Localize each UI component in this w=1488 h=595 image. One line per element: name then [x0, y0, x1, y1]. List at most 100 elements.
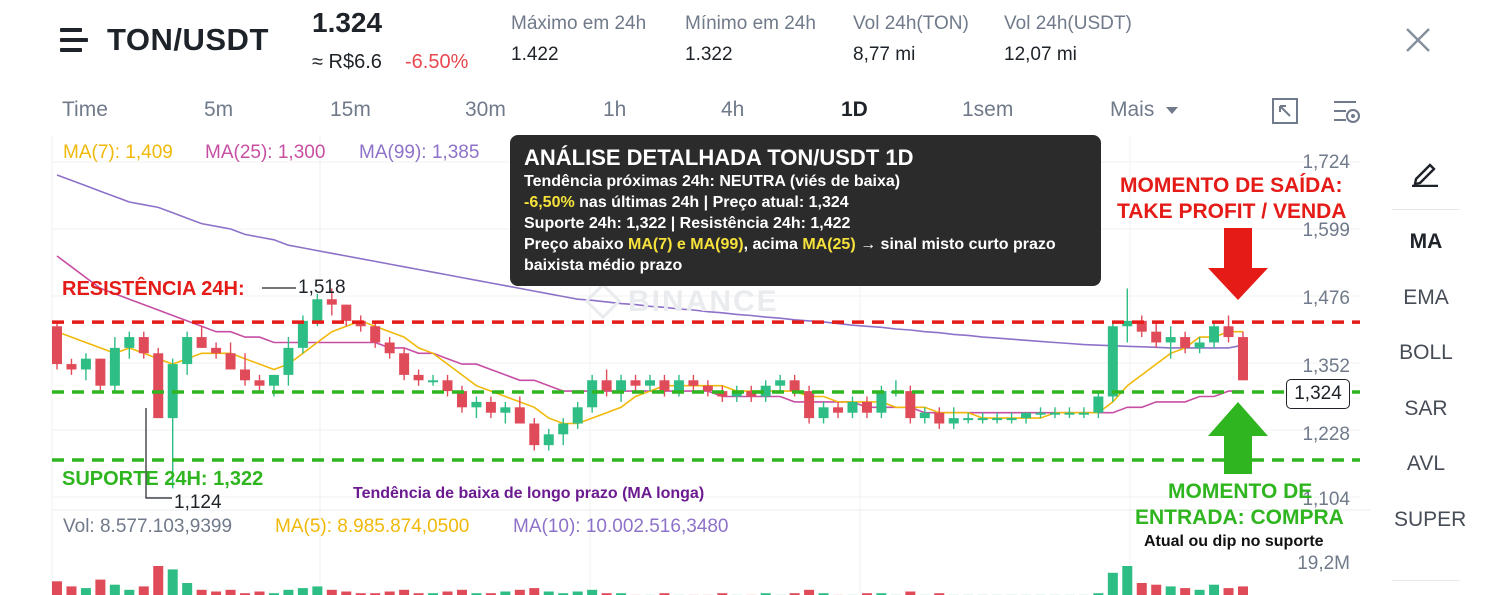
- pencil-icon[interactable]: [1410, 157, 1440, 188]
- candle-body: [645, 380, 655, 386]
- candle-body: [254, 380, 265, 386]
- tab-4h[interactable]: 4h: [721, 98, 745, 121]
- tooltip-line4-c: , acima: [743, 236, 803, 253]
- candle-body: [963, 418, 974, 421]
- candle-body: [1093, 396, 1104, 413]
- candle-body: [341, 304, 352, 321]
- volume-bar: [1107, 572, 1118, 595]
- tab-1sem[interactable]: 1sem: [962, 98, 1014, 121]
- volume-bar: [659, 593, 670, 595]
- volume-ma5: MA(5): 8.985.874,0500: [275, 516, 470, 537]
- indicator-sar[interactable]: SAR: [1404, 397, 1448, 420]
- indicator-avl[interactable]: AVL: [1406, 452, 1446, 475]
- volume-bar: [66, 586, 77, 595]
- y-tick-1: 1,724: [1302, 152, 1350, 173]
- volume-bar: [182, 583, 193, 595]
- volume-bar: [341, 591, 352, 595]
- indicator-ema[interactable]: EMA: [1403, 286, 1449, 309]
- volume-bar: [934, 593, 945, 595]
- candle-body: [138, 337, 149, 354]
- current-price-marker: 1,324: [1286, 379, 1350, 409]
- candle-body: [1078, 412, 1089, 415]
- candle-body: [485, 401, 496, 413]
- volume-bar: [240, 593, 251, 595]
- y-tick-4: 1,352: [1302, 356, 1350, 377]
- volume-bar: [558, 593, 569, 595]
- binance-watermark: BINANCE: [584, 282, 779, 320]
- tooltip-line2-rest: nas últimas 24h | Preço atual: 1,324: [574, 194, 849, 211]
- y-tick-5: 1,228: [1302, 424, 1350, 445]
- chart-settings-icon[interactable]: [1271, 97, 1299, 125]
- stat-label-high: Máximo em 24h: [511, 13, 647, 34]
- volume-bar: [471, 593, 482, 595]
- volume-bar: [153, 566, 164, 595]
- indicator-boll[interactable]: BOLL: [1399, 341, 1453, 364]
- tooltip-line4-e: → sinal misto curto prazo: [855, 236, 1056, 253]
- candle-body: [1238, 337, 1248, 381]
- candle-body: [876, 391, 887, 413]
- candle-body: [326, 299, 337, 305]
- candle-body: [1180, 337, 1191, 348]
- tooltip-line4-a: Preço abaixo: [524, 236, 629, 253]
- legend-ma99: MA(99): 1,385: [359, 142, 480, 163]
- tab-1d[interactable]: 1D: [841, 98, 868, 121]
- close-icon[interactable]: [1404, 26, 1432, 54]
- candle-body: [572, 407, 583, 424]
- indicator-settings-icon[interactable]: [1332, 97, 1362, 125]
- candle-body: [471, 401, 482, 408]
- candle-body: [847, 401, 858, 413]
- approx-fiat-price: ≈ R$6.6: [312, 51, 382, 73]
- candle-body: [1006, 418, 1017, 421]
- candle-body: [992, 418, 1003, 421]
- volume-bar: [717, 593, 728, 595]
- buy-arrow-icon: [1208, 402, 1268, 474]
- candle-body: [688, 380, 699, 386]
- volume-bar: [1122, 566, 1133, 595]
- indicator-ma[interactable]: MA: [1409, 230, 1443, 253]
- candle-body: [153, 353, 164, 419]
- volume-bar: [326, 589, 337, 595]
- candle-body: [1136, 320, 1147, 332]
- volume-bar: [601, 593, 612, 595]
- panel-divider-bottom: [1392, 580, 1460, 581]
- candle-body: [760, 385, 771, 397]
- volume-bar: [413, 593, 424, 595]
- volume-bar: [1151, 584, 1162, 595]
- candle-body: [1107, 326, 1118, 397]
- candle-body: [1021, 412, 1032, 419]
- panel-divider: [1392, 209, 1460, 210]
- tooltip-title: ANÁLISE DETALHADA TON/USDT 1D: [524, 145, 914, 170]
- stat-label-vol-ton: Vol 24h(TON): [853, 13, 969, 34]
- indicator-super[interactable]: SUPER: [1394, 508, 1467, 531]
- menu-icon[interactable]: [60, 28, 92, 52]
- volume-bar: [138, 586, 149, 595]
- legend-ma7: MA(7): 1,409: [63, 142, 173, 163]
- volume-bar: [225, 589, 236, 595]
- tab-5m[interactable]: 5m: [204, 98, 234, 121]
- volume-bar: [297, 588, 308, 595]
- candle-body: [52, 326, 62, 365]
- candle-body: [833, 407, 844, 413]
- pair-title[interactable]: TON/USDT: [107, 22, 269, 57]
- legend-ma25: MA(25): 1,300: [205, 142, 326, 163]
- candle-body: [124, 337, 135, 348]
- volume-bar: [95, 579, 106, 595]
- y-tick-2: 1,599: [1302, 220, 1350, 241]
- binance-logo-icon: [584, 282, 622, 320]
- tab-more[interactable]: Mais: [1110, 98, 1179, 122]
- candle-body: [1064, 412, 1075, 415]
- candle-body: [1165, 337, 1176, 343]
- candle-body: [804, 391, 815, 419]
- candle-body: [529, 423, 540, 446]
- caret-down-icon: [1166, 106, 1179, 114]
- tab-15m[interactable]: 15m: [330, 98, 371, 121]
- candle-body: [630, 380, 641, 386]
- candle-body: [283, 347, 294, 375]
- candle-body: [80, 358, 91, 370]
- candle-body: [818, 407, 829, 419]
- analysis-tooltip: ANÁLISE DETALHADA TON/USDT 1D Tendência …: [510, 135, 1101, 286]
- tab-30m[interactable]: 30m: [465, 98, 506, 121]
- tab-1h[interactable]: 1h: [603, 98, 627, 121]
- tooltip-line2-hl: -6,50%: [524, 194, 575, 211]
- tab-time[interactable]: Time: [62, 98, 108, 121]
